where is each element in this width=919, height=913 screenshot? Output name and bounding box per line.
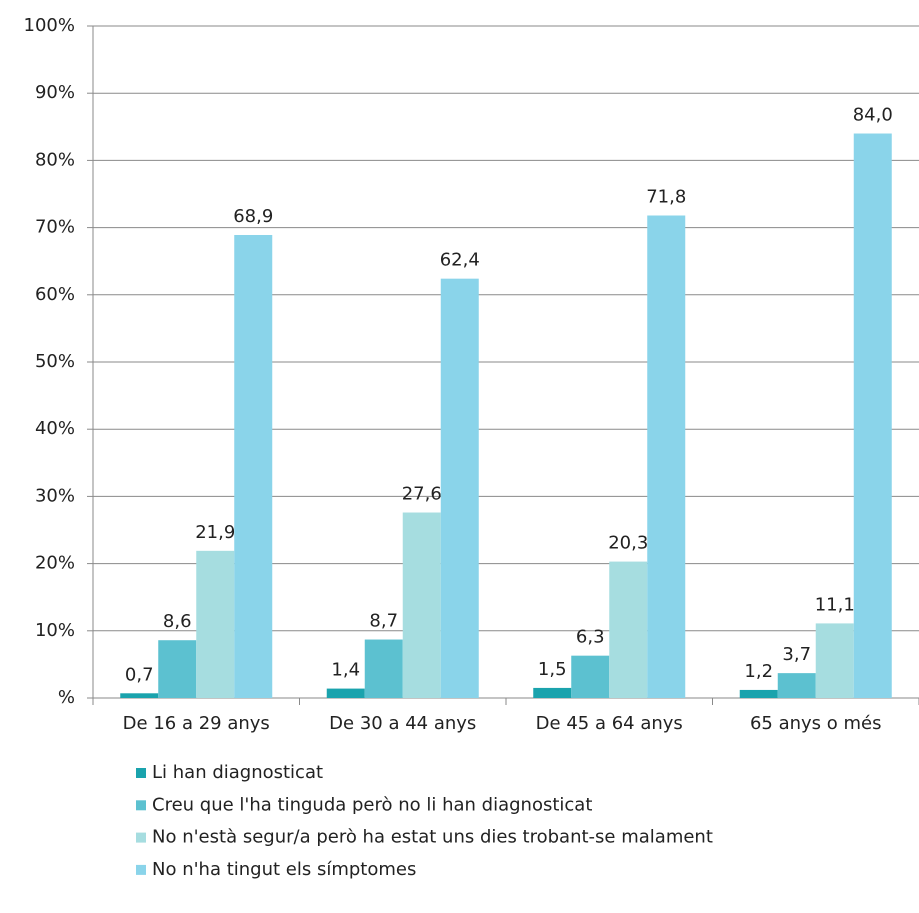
legend-label: Li han diagnosticat bbox=[152, 762, 323, 783]
y-tick-label: 40% bbox=[35, 418, 75, 439]
x-tick-label: De 45 a 64 anys bbox=[536, 713, 683, 734]
data-label: 0,7 bbox=[125, 664, 154, 685]
legend-label: No n'està segur/a però ha estat uns dies… bbox=[152, 827, 713, 848]
data-label: 6,3 bbox=[576, 627, 605, 648]
bar bbox=[739, 689, 778, 698]
y-tick-label: 50% bbox=[35, 351, 75, 372]
data-label: 1,4 bbox=[331, 660, 360, 681]
bar bbox=[440, 278, 479, 698]
y-tick-label: % bbox=[58, 687, 75, 708]
data-label: 8,6 bbox=[163, 611, 192, 632]
bar bbox=[326, 688, 365, 698]
data-label: 71,8 bbox=[646, 187, 686, 208]
y-tick-label: 70% bbox=[35, 217, 75, 238]
bar bbox=[853, 133, 892, 698]
bar bbox=[158, 640, 197, 698]
data-label: 1,5 bbox=[538, 659, 567, 680]
bar bbox=[196, 550, 235, 698]
data-label: 27,6 bbox=[402, 484, 442, 505]
legend-label: No n'ha tingut els símptomes bbox=[152, 859, 416, 880]
x-tick-label: De 30 a 44 anys bbox=[329, 713, 476, 734]
bar bbox=[647, 215, 686, 698]
bar bbox=[364, 639, 403, 698]
data-label: 8,7 bbox=[369, 611, 398, 632]
legend-label: Creu que l'ha tinguda però no li han dia… bbox=[152, 794, 592, 815]
data-label: 21,9 bbox=[195, 522, 235, 543]
bar bbox=[402, 512, 441, 698]
data-label: 1,2 bbox=[744, 661, 773, 682]
legend-marker bbox=[136, 864, 146, 875]
legend-marker bbox=[136, 768, 146, 778]
bar bbox=[609, 561, 648, 698]
x-tick-label: De 16 a 29 anys bbox=[123, 713, 270, 734]
bar bbox=[571, 655, 610, 698]
y-tick-label: 30% bbox=[35, 485, 75, 506]
bar bbox=[234, 234, 273, 698]
y-tick-label: 100% bbox=[24, 15, 75, 36]
data-label: 20,3 bbox=[608, 533, 648, 554]
legend-marker bbox=[136, 800, 146, 811]
x-tick-label: 65 anys o més bbox=[750, 713, 882, 734]
bar bbox=[777, 673, 816, 698]
data-label: 62,4 bbox=[440, 250, 480, 271]
data-label: 3,7 bbox=[782, 644, 811, 665]
bar bbox=[533, 687, 572, 698]
y-tick-label: 80% bbox=[35, 149, 75, 170]
data-label: 11,1 bbox=[815, 594, 855, 615]
data-label: 68,9 bbox=[233, 206, 273, 227]
y-tick-label: 90% bbox=[35, 82, 75, 103]
y-tick-label: 60% bbox=[35, 284, 75, 305]
legend-marker bbox=[136, 832, 146, 843]
bar bbox=[120, 693, 159, 698]
y-tick-label: 20% bbox=[35, 553, 75, 574]
y-tick-label: 10% bbox=[35, 620, 75, 641]
bar bbox=[815, 623, 854, 698]
data-label: 84,0 bbox=[853, 105, 893, 126]
